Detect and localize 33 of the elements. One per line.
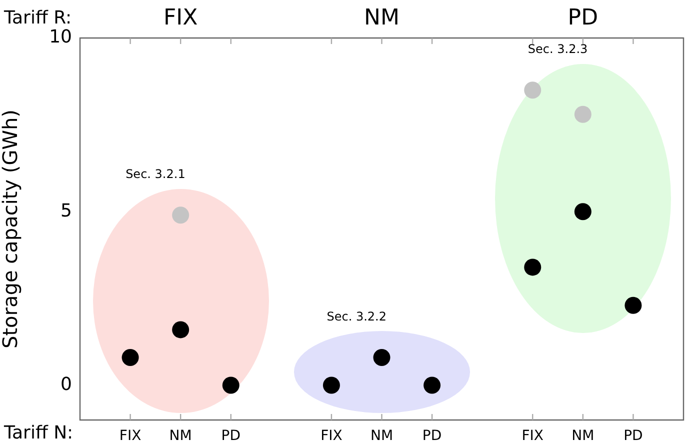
text: NM [364,6,400,31]
point [122,348,139,366]
point [373,348,390,366]
x-tick-label: NM [370,428,394,444]
point [322,376,340,394]
x-tick-label: PD [624,428,643,444]
point [574,106,592,123]
y-tick-label: 0 [60,374,72,395]
annotation: Sec. 3.2.2 [326,310,386,324]
x-tick-label: FIX [522,428,544,444]
y-axis-title: Storage capacity (GWh) [0,110,22,348]
x-tick-label: PD [221,428,240,444]
x-axis-title: Tariff N: [3,422,74,444]
point [222,376,240,394]
point [524,82,542,99]
x-tick-label: FIX [320,428,343,444]
x-tick-label: NM [572,428,594,444]
point [524,258,542,276]
x-tick-label: FIX [119,428,142,444]
annotation: Sec. 3.2.3 [528,42,588,56]
point [172,321,190,338]
annotation: Sec. 3.2.1 [126,167,186,182]
point [574,203,592,220]
text: FIX [163,6,198,31]
x-tick-label: PD [422,428,442,444]
y-tick-label: 10 [49,26,72,48]
text: PD [568,6,598,31]
point [624,296,642,314]
point [424,376,441,394]
text: Tariff R: [3,8,72,29]
x-tick-label: NM [169,428,192,444]
y-tick-label: 5 [60,200,72,222]
point [172,206,190,224]
